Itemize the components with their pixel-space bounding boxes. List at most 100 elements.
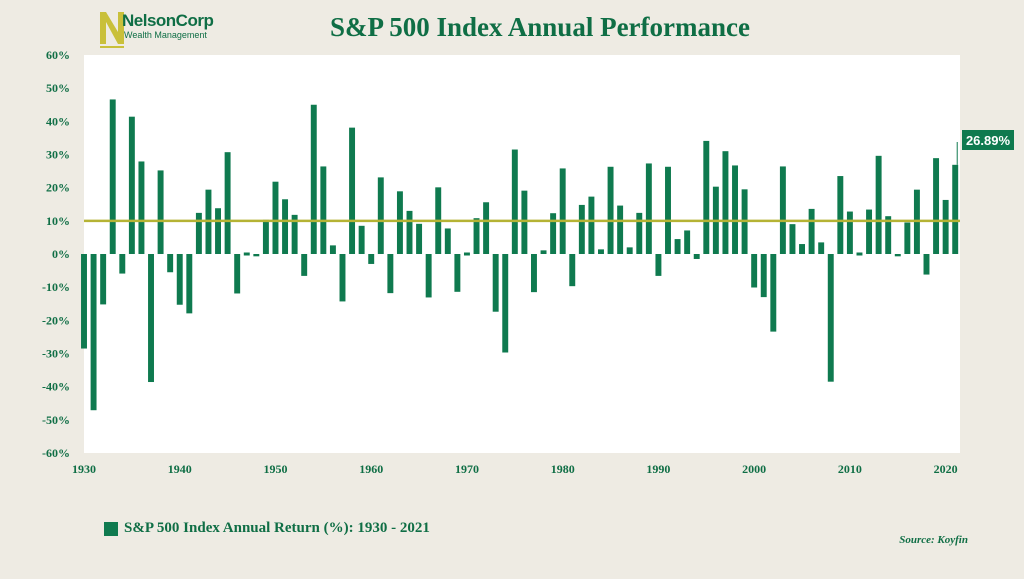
source-value: : Koyfin bbox=[931, 534, 968, 546]
bar bbox=[358, 225, 365, 254]
bar bbox=[128, 116, 135, 254]
bar bbox=[540, 250, 547, 254]
bar bbox=[808, 208, 815, 254]
logo: NelsonCorp Wealth Management bbox=[98, 8, 228, 48]
callout-label: 26.89% bbox=[966, 133, 1011, 148]
bar bbox=[473, 218, 480, 254]
y-tick-label: 40% bbox=[46, 114, 70, 128]
bar bbox=[377, 177, 384, 254]
bar bbox=[157, 170, 164, 254]
bar bbox=[148, 254, 154, 383]
bar bbox=[396, 191, 403, 254]
bar bbox=[894, 254, 901, 257]
bar bbox=[320, 166, 327, 254]
bar bbox=[885, 216, 892, 254]
bar bbox=[243, 252, 250, 256]
logo-name: NelsonCorp bbox=[122, 11, 214, 30]
bar bbox=[224, 152, 231, 254]
x-tick-label: 1960 bbox=[359, 462, 383, 476]
bar bbox=[176, 254, 183, 305]
x-tick-label: 1970 bbox=[455, 462, 479, 476]
bar bbox=[703, 140, 710, 254]
bar bbox=[952, 164, 959, 254]
bar bbox=[492, 254, 499, 312]
bar bbox=[559, 168, 566, 254]
bar bbox=[569, 254, 576, 287]
y-tick-label: 30% bbox=[46, 148, 70, 162]
x-tick-label: 1930 bbox=[72, 462, 96, 476]
bar bbox=[329, 245, 336, 254]
bar bbox=[349, 127, 356, 254]
bar bbox=[866, 209, 873, 254]
bar bbox=[598, 249, 604, 254]
y-tick-label: 0% bbox=[52, 247, 70, 261]
y-tick-label: -50% bbox=[42, 413, 70, 427]
bar bbox=[167, 254, 174, 273]
bar bbox=[846, 211, 853, 254]
bar bbox=[406, 210, 413, 254]
x-tick-label: 1980 bbox=[551, 462, 575, 476]
bar bbox=[215, 208, 222, 254]
bar bbox=[818, 242, 825, 254]
bar bbox=[550, 213, 557, 254]
legend: S&P 500 Index Annual Return (%): 1930 - … bbox=[104, 520, 430, 537]
bar bbox=[693, 254, 700, 259]
bar bbox=[674, 239, 681, 254]
bar bbox=[856, 252, 863, 256]
bar bbox=[109, 99, 116, 255]
bar bbox=[684, 230, 691, 254]
bar bbox=[645, 163, 652, 254]
bar bbox=[655, 254, 662, 276]
source-note: Source: Koyfin bbox=[899, 534, 968, 546]
bar bbox=[530, 254, 537, 293]
x-tick-label: 1950 bbox=[263, 462, 287, 476]
y-tick-label: 50% bbox=[46, 81, 70, 95]
bar bbox=[368, 254, 375, 264]
bar bbox=[234, 254, 241, 294]
y-tick-label: -30% bbox=[42, 347, 70, 361]
bar bbox=[119, 254, 126, 274]
y-tick-label: 10% bbox=[46, 214, 70, 228]
bar bbox=[722, 151, 729, 254]
y-tick-label: -60% bbox=[42, 446, 70, 460]
bar bbox=[463, 252, 470, 256]
bar bbox=[732, 165, 738, 254]
y-tick-label: -10% bbox=[42, 280, 70, 294]
chart-title: S&P 500 Index Annual Performance bbox=[329, 12, 750, 42]
bar bbox=[789, 224, 796, 254]
bar bbox=[799, 244, 806, 254]
bar bbox=[923, 254, 930, 275]
bar bbox=[636, 212, 643, 254]
bar bbox=[760, 254, 767, 298]
bar bbox=[904, 222, 911, 254]
bar bbox=[416, 223, 423, 254]
bar bbox=[301, 254, 308, 276]
y-tick-label: -20% bbox=[42, 313, 70, 327]
bar bbox=[617, 205, 624, 254]
callout-box bbox=[962, 130, 1014, 150]
x-tick-label: 2000 bbox=[742, 462, 766, 476]
bar bbox=[310, 104, 317, 254]
logo-mark-icon bbox=[100, 12, 124, 48]
bar bbox=[875, 155, 882, 254]
bar bbox=[770, 254, 777, 332]
y-tick-label: 20% bbox=[46, 181, 70, 195]
bar bbox=[751, 254, 758, 288]
y-tick-label: -40% bbox=[42, 380, 70, 394]
bar bbox=[521, 190, 528, 254]
bar bbox=[272, 181, 279, 254]
bar bbox=[282, 199, 289, 254]
x-tick-label: 1990 bbox=[646, 462, 670, 476]
legend-swatch bbox=[104, 521, 118, 536]
x-tick-label: 2010 bbox=[838, 462, 862, 476]
source-label: Source bbox=[899, 534, 932, 546]
bar bbox=[425, 254, 432, 298]
bar bbox=[511, 149, 518, 254]
bar bbox=[483, 202, 490, 254]
bar bbox=[626, 247, 633, 254]
bar bbox=[942, 199, 949, 254]
bar bbox=[291, 214, 298, 254]
bar bbox=[665, 166, 671, 254]
bar bbox=[387, 254, 394, 294]
